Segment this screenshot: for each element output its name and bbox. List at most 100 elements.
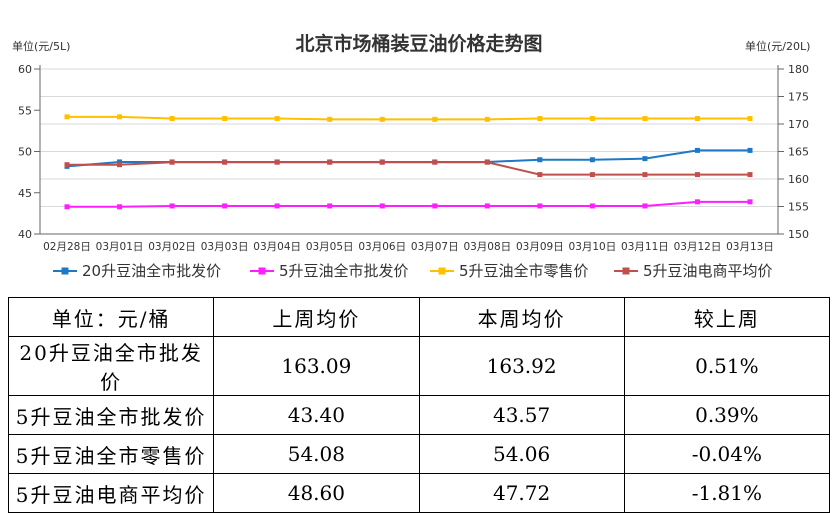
x-tick-label: 03月11日 bbox=[621, 241, 669, 253]
left-y-tick-label: 50 bbox=[18, 146, 32, 159]
data-point bbox=[484, 203, 490, 209]
data-point bbox=[537, 203, 543, 209]
right-y-tick-label: 180 bbox=[788, 63, 809, 76]
right-y-tick-label: 150 bbox=[788, 228, 809, 241]
right-y-tick-label: 165 bbox=[788, 146, 809, 159]
data-point bbox=[169, 203, 175, 209]
price-summary-table: 单位：元/桶 上周均价 本周均价 较上周 20升豆油全市批发价 163.09 1… bbox=[7, 297, 831, 513]
legend-marker bbox=[622, 267, 630, 275]
data-point bbox=[117, 162, 123, 168]
data-point bbox=[642, 203, 648, 209]
table-row: 20升豆油全市批发价 163.09 163.92 0.51% bbox=[7, 336, 831, 396]
data-point bbox=[694, 199, 700, 205]
data-point bbox=[432, 159, 438, 165]
data-point bbox=[222, 116, 228, 121]
data-point bbox=[747, 172, 753, 178]
legend-label: 5升豆油全市零售价 bbox=[459, 262, 589, 280]
data-point bbox=[169, 116, 175, 121]
table-row: 5升豆油全市批发价 43.40 43.57 0.39% bbox=[7, 395, 831, 435]
change-value: -1.81% bbox=[623, 473, 831, 513]
data-point bbox=[379, 159, 385, 165]
data-point bbox=[222, 203, 228, 209]
data-point bbox=[379, 203, 385, 209]
series-line bbox=[67, 200, 750, 208]
legend-marker bbox=[438, 267, 446, 275]
table-row: 5升豆油电商平均价 48.60 47.72 -1.81% bbox=[7, 473, 831, 513]
last-week-value: 43.40 bbox=[213, 395, 420, 435]
data-point bbox=[589, 172, 595, 178]
data-point bbox=[537, 116, 543, 121]
data-point bbox=[222, 159, 228, 165]
series-line bbox=[67, 115, 750, 121]
data-point bbox=[64, 204, 70, 210]
data-point bbox=[432, 116, 438, 122]
series-line bbox=[66, 149, 750, 168]
legend-label: 5升豆油全市批发价 bbox=[279, 262, 409, 280]
right-axis-unit: 单位(元/20L) bbox=[745, 39, 810, 53]
legend-marker bbox=[61, 267, 69, 275]
header-last-week-avg: 上周均价 bbox=[213, 297, 420, 337]
this-week-value: 54.06 bbox=[418, 434, 625, 474]
x-tick-label: 03月05日 bbox=[306, 241, 354, 253]
change-value: 0.39% bbox=[623, 395, 831, 435]
data-point bbox=[642, 172, 648, 178]
x-tick-label: 03月01日 bbox=[96, 241, 144, 253]
row-label: 20升豆油全市批发价 bbox=[7, 336, 215, 396]
data-point bbox=[484, 116, 490, 122]
data-point bbox=[379, 116, 385, 122]
last-week-value: 163.09 bbox=[213, 336, 420, 396]
data-point bbox=[694, 147, 700, 153]
data-point bbox=[694, 172, 700, 178]
x-tick-label: 03月03日 bbox=[201, 241, 249, 253]
right-y-tick-label: 155 bbox=[788, 201, 809, 214]
data-point bbox=[747, 199, 753, 205]
change-value: -0.04% bbox=[623, 434, 831, 474]
data-point bbox=[327, 203, 333, 209]
data-point bbox=[537, 157, 543, 163]
change-value: 0.51% bbox=[623, 336, 831, 396]
data-point bbox=[589, 157, 595, 163]
data-point bbox=[64, 114, 70, 120]
right-y-tick-label: 170 bbox=[788, 118, 809, 131]
x-tick-label: 03月07日 bbox=[411, 241, 459, 253]
legend-label: 5升豆油电商平均价 bbox=[643, 262, 773, 280]
data-point bbox=[642, 116, 648, 121]
x-tick-label: 03月04日 bbox=[253, 241, 301, 253]
row-label: 5升豆油电商平均价 bbox=[7, 473, 215, 513]
table-row: 5升豆油全市零售价 54.08 54.06 -0.04% bbox=[7, 434, 831, 474]
data-point bbox=[64, 162, 70, 168]
data-point bbox=[327, 159, 333, 165]
left-y-tick-label: 55 bbox=[18, 104, 32, 117]
data-point bbox=[747, 147, 753, 153]
price-trend-chart: 北京市场桶装豆油价格走势图 单位(元/5L) 单位(元/20L) 150 155 160 1… bbox=[12, 32, 810, 280]
x-tick-label: 03月10日 bbox=[569, 241, 617, 253]
x-tick-label: 03月09日 bbox=[516, 241, 564, 253]
left-axis-unit: 单位(元/5L) bbox=[12, 39, 70, 53]
legend-marker bbox=[258, 267, 266, 275]
x-tick-label: 03月08日 bbox=[463, 241, 511, 253]
series-line bbox=[67, 161, 750, 176]
left-y-tick-label: 45 bbox=[18, 187, 32, 200]
data-point bbox=[694, 116, 700, 121]
left-y-tick-label: 40 bbox=[18, 228, 32, 241]
right-y-tick-label: 160 bbox=[788, 173, 809, 186]
data-point bbox=[169, 159, 175, 165]
table-header-row: 单位：元/桶 上周均价 本周均价 较上周 bbox=[7, 297, 831, 337]
data-point bbox=[589, 116, 595, 121]
data-point bbox=[117, 204, 123, 210]
header-this-week-avg: 本周均价 bbox=[418, 297, 625, 337]
row-label: 5升豆油全市批发价 bbox=[7, 395, 215, 435]
x-tick-label: 03月13日 bbox=[726, 241, 774, 253]
data-point bbox=[642, 156, 648, 162]
data-point bbox=[117, 159, 123, 165]
this-week-value: 163.92 bbox=[418, 336, 625, 396]
x-tick-label: 03月02日 bbox=[148, 241, 196, 253]
x-tick-label: 03月12日 bbox=[674, 241, 722, 253]
data-point bbox=[747, 116, 753, 121]
data-point bbox=[432, 203, 438, 209]
last-week-value: 54.08 bbox=[213, 434, 420, 474]
x-tick-label: 02月28日 bbox=[43, 241, 91, 253]
this-week-value: 43.57 bbox=[418, 395, 625, 435]
data-point bbox=[274, 203, 280, 209]
row-label: 5升豆油全市零售价 bbox=[7, 434, 215, 474]
